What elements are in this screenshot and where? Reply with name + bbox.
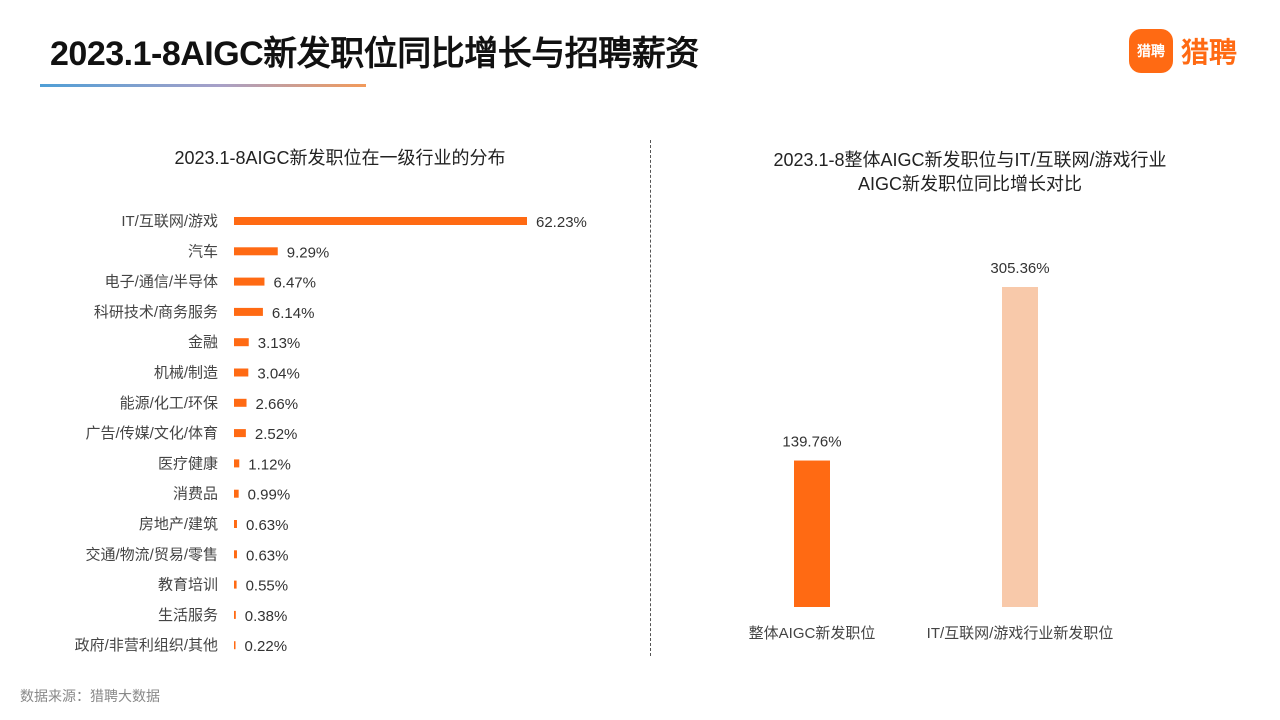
title-underline [40, 84, 366, 87]
bar [234, 429, 246, 438]
right-chart-title-line-1: 2023.1-8整体AIGC新发职位与IT/互联网/游戏行业 [773, 150, 1167, 170]
data-label: 2.52% [255, 426, 298, 443]
category-label: 交通/物流/贸易/零售 [85, 545, 218, 563]
category-label: 教育培训 [158, 577, 218, 594]
data-label: 0.63% [246, 517, 289, 534]
bar [234, 489, 239, 498]
category-label: 广告/传媒/文化/体育 [85, 425, 218, 442]
category-label: 金融 [188, 334, 218, 351]
page-title: 2023.1-8AIGC新发职位同比增长与招聘薪资 [50, 35, 699, 73]
data-label: 0.38% [245, 608, 288, 625]
data-label: 0.55% [246, 578, 289, 595]
data-label: 3.13% [258, 335, 301, 352]
bar [1002, 287, 1038, 607]
right-chart-title-line-2: AIGC新发职位同比增长对比 [857, 174, 1082, 194]
right-chart-title: 2023.1-8整体AIGC新发职位与IT/互联网/游戏行业 AIGC新发职位同… [690, 148, 1250, 196]
bar [234, 217, 527, 225]
bar [234, 338, 249, 347]
data-label: 3.04% [257, 366, 300, 383]
chart-divider [650, 140, 651, 656]
category-label: 生活服务 [158, 607, 218, 624]
category-label: 汽车 [188, 243, 218, 260]
category-label: 能源/化工/环保 [120, 395, 218, 412]
category-label: 房地产/建筑 [139, 516, 218, 533]
bar [794, 460, 830, 607]
bar [234, 277, 265, 286]
category-label: 整体AIGC新发职位 [749, 625, 876, 642]
data-label: 0.22% [245, 638, 288, 655]
data-label: 2.66% [256, 396, 299, 413]
data-label: 62.23% [536, 214, 587, 231]
logo-mark-icon: 猎聘 [1129, 29, 1173, 73]
data-label: 1.12% [248, 456, 291, 473]
category-label: 医疗健康 [158, 455, 218, 472]
bar [234, 610, 236, 619]
category-label: 消费品 [173, 486, 218, 503]
data-label: 139.76% [782, 434, 841, 451]
bar [234, 641, 236, 650]
bar [234, 398, 247, 407]
category-label: IT/互联网/游戏 [121, 213, 218, 230]
category-label: 电子/通信/半导体 [105, 274, 218, 291]
category-label: IT/互联网/游戏行业新发职位 [927, 625, 1114, 642]
bar [234, 247, 278, 256]
category-label: 政府/非营利组织/其他 [75, 637, 218, 654]
logo-text: 猎聘 [1181, 37, 1238, 68]
liepin-logo: 猎聘 猎聘 [1129, 28, 1237, 74]
left-chart-title: 2023.1-8AIGC新发职位在一级行业的分布 [174, 148, 506, 168]
data-label: 0.99% [248, 487, 291, 504]
data-label: 0.63% [246, 547, 289, 564]
data-label: 305.36% [990, 260, 1049, 277]
data-source-note: 数据来源：猎聘大数据 [20, 688, 160, 704]
bar [234, 580, 237, 589]
data-label: 6.47% [273, 275, 316, 292]
bar [234, 550, 237, 559]
bar [234, 459, 240, 468]
data-label: 6.14% [272, 305, 315, 322]
bar [234, 520, 237, 528]
data-label: 9.29% [287, 244, 330, 261]
bar [234, 368, 249, 377]
bar [234, 307, 263, 316]
category-label: 机械/制造 [154, 365, 218, 382]
category-label: 科研技术/商务服务 [94, 304, 218, 321]
